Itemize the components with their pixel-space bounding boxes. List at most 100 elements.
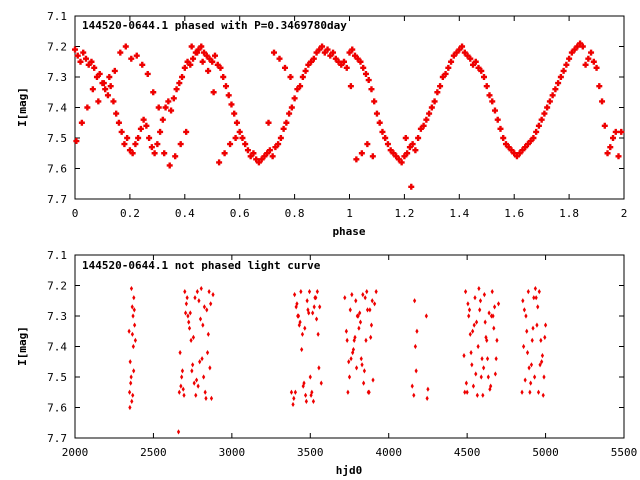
data-point (121, 141, 128, 148)
bottom-plot-points (127, 285, 548, 435)
data-point (140, 116, 147, 123)
data-point (311, 398, 316, 404)
data-point (485, 337, 489, 343)
data-point (521, 298, 525, 304)
data-point (300, 331, 305, 337)
x-tick-label: 5500 (611, 446, 638, 459)
data-point (312, 304, 316, 310)
data-point (445, 64, 452, 71)
data-point (424, 313, 428, 319)
data-point (502, 141, 509, 148)
data-point (250, 150, 257, 157)
data-point (483, 83, 490, 90)
data-point (277, 135, 284, 141)
data-point (555, 80, 562, 87)
data-point (184, 58, 191, 65)
data-point (132, 368, 136, 374)
data-point (359, 356, 363, 362)
data-point (351, 346, 356, 353)
data-point (472, 58, 479, 65)
data-point (382, 135, 389, 141)
data-point (346, 389, 350, 395)
data-point (354, 55, 361, 62)
data-point (324, 46, 331, 53)
data-point (492, 325, 496, 331)
data-point (280, 125, 287, 132)
data-point (412, 298, 417, 304)
data-point (364, 337, 368, 343)
data-point (231, 110, 238, 117)
data-point (496, 301, 501, 307)
y-tick-label: 7.2 (47, 280, 67, 293)
data-point (529, 380, 533, 386)
data-point (525, 350, 530, 356)
data-point (577, 40, 584, 47)
data-point (72, 46, 79, 53)
data-point (478, 298, 483, 304)
data-point (110, 98, 117, 105)
data-point (293, 292, 297, 298)
x-tick-label: 0.6 (230, 207, 250, 220)
data-point (247, 153, 254, 160)
data-point (349, 356, 353, 362)
data-point (91, 64, 98, 71)
data-point (180, 368, 185, 374)
data-point (189, 337, 193, 343)
data-point (585, 55, 592, 62)
data-point (157, 128, 164, 135)
data-point (271, 49, 278, 56)
data-point (453, 49, 460, 56)
data-point (148, 144, 155, 151)
data-point (484, 334, 488, 340)
data-point (181, 386, 185, 392)
data-point (568, 49, 575, 56)
data-point (193, 295, 197, 301)
data-point (365, 307, 370, 313)
data-point (209, 395, 214, 401)
data-point (360, 64, 367, 71)
data-point (182, 392, 186, 398)
data-point (352, 337, 356, 343)
data-point (354, 298, 358, 304)
data-point (420, 122, 427, 129)
data-point (298, 319, 302, 325)
data-point (538, 116, 545, 123)
data-point (466, 301, 470, 307)
data-point (368, 307, 372, 313)
y-tick-label: 7.4 (47, 341, 67, 354)
x-tick-label: 2 (621, 207, 628, 220)
data-point (465, 389, 469, 395)
y-tick-label: 7.6 (47, 163, 67, 176)
data-point (205, 67, 212, 74)
data-point (357, 58, 364, 65)
data-point (133, 52, 140, 59)
data-point (540, 359, 544, 365)
data-point (190, 368, 194, 374)
data-point (314, 295, 318, 301)
data-point (327, 52, 334, 59)
data-point (281, 64, 288, 71)
x-tick-label: 3500 (297, 446, 324, 459)
data-point (289, 389, 294, 395)
data-point (406, 144, 413, 151)
data-point (118, 128, 125, 135)
x-tick-label: 2000 (62, 446, 89, 459)
data-point (183, 289, 187, 295)
data-point (384, 141, 391, 148)
data-point (612, 128, 619, 135)
data-point (209, 58, 216, 65)
data-point (485, 356, 490, 362)
data-point (191, 334, 196, 340)
bottom-y-tick-labels: 7.1 7.2 7.3 7.4 7.5 7.6 7.7 (47, 249, 67, 445)
data-point (610, 135, 617, 141)
data-point (373, 110, 380, 117)
data-point (566, 55, 573, 62)
data-point (203, 52, 210, 59)
data-point (362, 70, 369, 77)
data-point (599, 98, 606, 105)
data-point (534, 295, 538, 301)
data-point (552, 86, 559, 93)
data-point (198, 43, 205, 50)
data-point (434, 89, 441, 96)
data-point (305, 298, 309, 304)
